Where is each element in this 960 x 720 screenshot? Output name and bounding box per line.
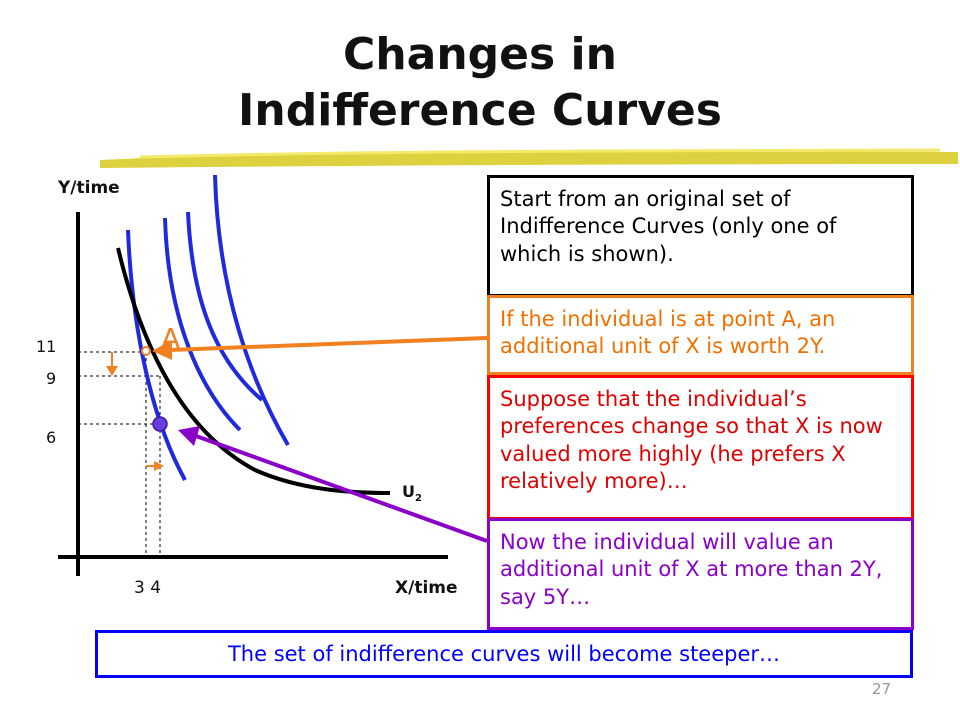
title-underline-brush (100, 150, 958, 168)
page-number: 27 (872, 680, 892, 698)
point-a-label: A (161, 322, 181, 355)
curve-label-u2: U2 (402, 482, 422, 504)
purple-pointer-arrow-head (178, 426, 200, 446)
preference-change-note: Suppose that the individual’s preference… (487, 375, 914, 520)
orange-pointer-arrow-head (152, 340, 172, 360)
curve-label-u2-subscript: 2 (415, 493, 422, 505)
point-a-marker (141, 346, 151, 356)
steep-curve-2 (163, 217, 242, 432)
point-a-note: If the individual is at point A, an addi… (487, 295, 914, 375)
slide-title-line-2: Indifference Curves (238, 85, 722, 136)
purple-pointer-arrow-line (195, 434, 488, 543)
steep-curve-4 (213, 174, 290, 447)
x-ticks: 3 4 (134, 578, 162, 598)
x-axis-label: X/time (395, 578, 458, 598)
new-valuation-note: Now the individual will value an additio… (487, 518, 914, 630)
purple-point-marker (152, 416, 168, 432)
steep-curve-1 (126, 229, 187, 481)
orange-pointer-arrow-line (169, 336, 488, 352)
original-indifference-curve-u2 (116, 247, 391, 495)
y-tick-6: 6 (46, 428, 57, 447)
orange-right-arrow-head (154, 461, 164, 471)
original-curves-note: Start from an original set of Indifferen… (487, 175, 914, 297)
conclusion-note: The set of indifference curves will beco… (95, 630, 913, 678)
orange-drop-arrow-head (106, 366, 118, 376)
y-tick-11: 11 (36, 337, 57, 356)
steep-curve-3 (186, 211, 264, 402)
curve-label-u2-base: U (402, 482, 415, 501)
title-underline-brush-highlight (139, 148, 941, 159)
y-axis-label: Y/time (58, 178, 120, 198)
y-tick-9: 9 (46, 369, 57, 388)
slide-title-line-1: Changes in (343, 29, 617, 80)
